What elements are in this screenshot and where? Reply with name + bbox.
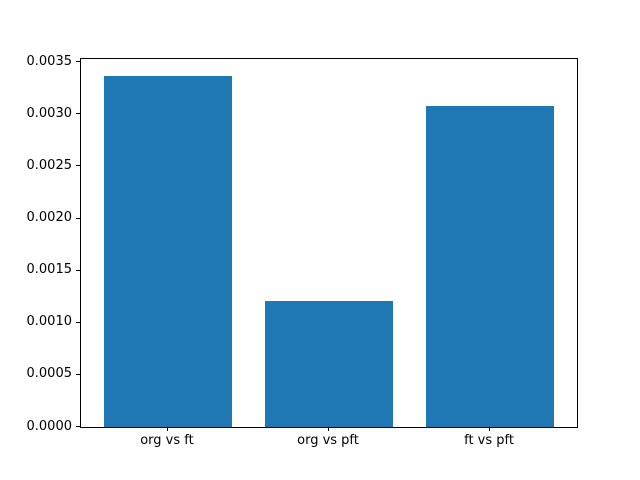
- y-tick-mark: [76, 217, 80, 219]
- y-tick-mark: [76, 269, 80, 271]
- y-tick-mark: [76, 426, 80, 427]
- y-tick-label: 0.0035: [26, 53, 73, 69]
- x-tick-label: org vs ft: [140, 433, 194, 448]
- bar-org-vs-ft: [103, 75, 233, 427]
- bar-ft-vs-pft: [425, 105, 555, 427]
- y-tick-label: 0.0015: [26, 262, 73, 278]
- x-tick-mark: [166, 427, 168, 431]
- y-tick-label: 0.0020: [26, 210, 73, 225]
- plot-area: [80, 58, 578, 428]
- y-tick-label: 0.0005: [26, 366, 73, 382]
- x-tick-label: org vs pft: [297, 433, 359, 448]
- y-tick-mark: [76, 113, 80, 115]
- y-tick-mark: [76, 321, 80, 323]
- y-tick-mark: [76, 373, 80, 375]
- x-tick-label: ft vs pft: [464, 433, 514, 448]
- y-tick-label: 0.0010: [26, 314, 73, 330]
- y-tick-label: 0.0000: [26, 418, 73, 434]
- y-tick-mark: [76, 61, 80, 63]
- y-tick-label: 0.0030: [26, 105, 73, 121]
- y-tick-label: 0.0025: [26, 157, 73, 173]
- y-tick-mark: [76, 165, 80, 167]
- x-tick-mark: [489, 427, 491, 431]
- bar-org-vs-pft: [264, 300, 394, 427]
- x-tick-mark: [328, 427, 329, 431]
